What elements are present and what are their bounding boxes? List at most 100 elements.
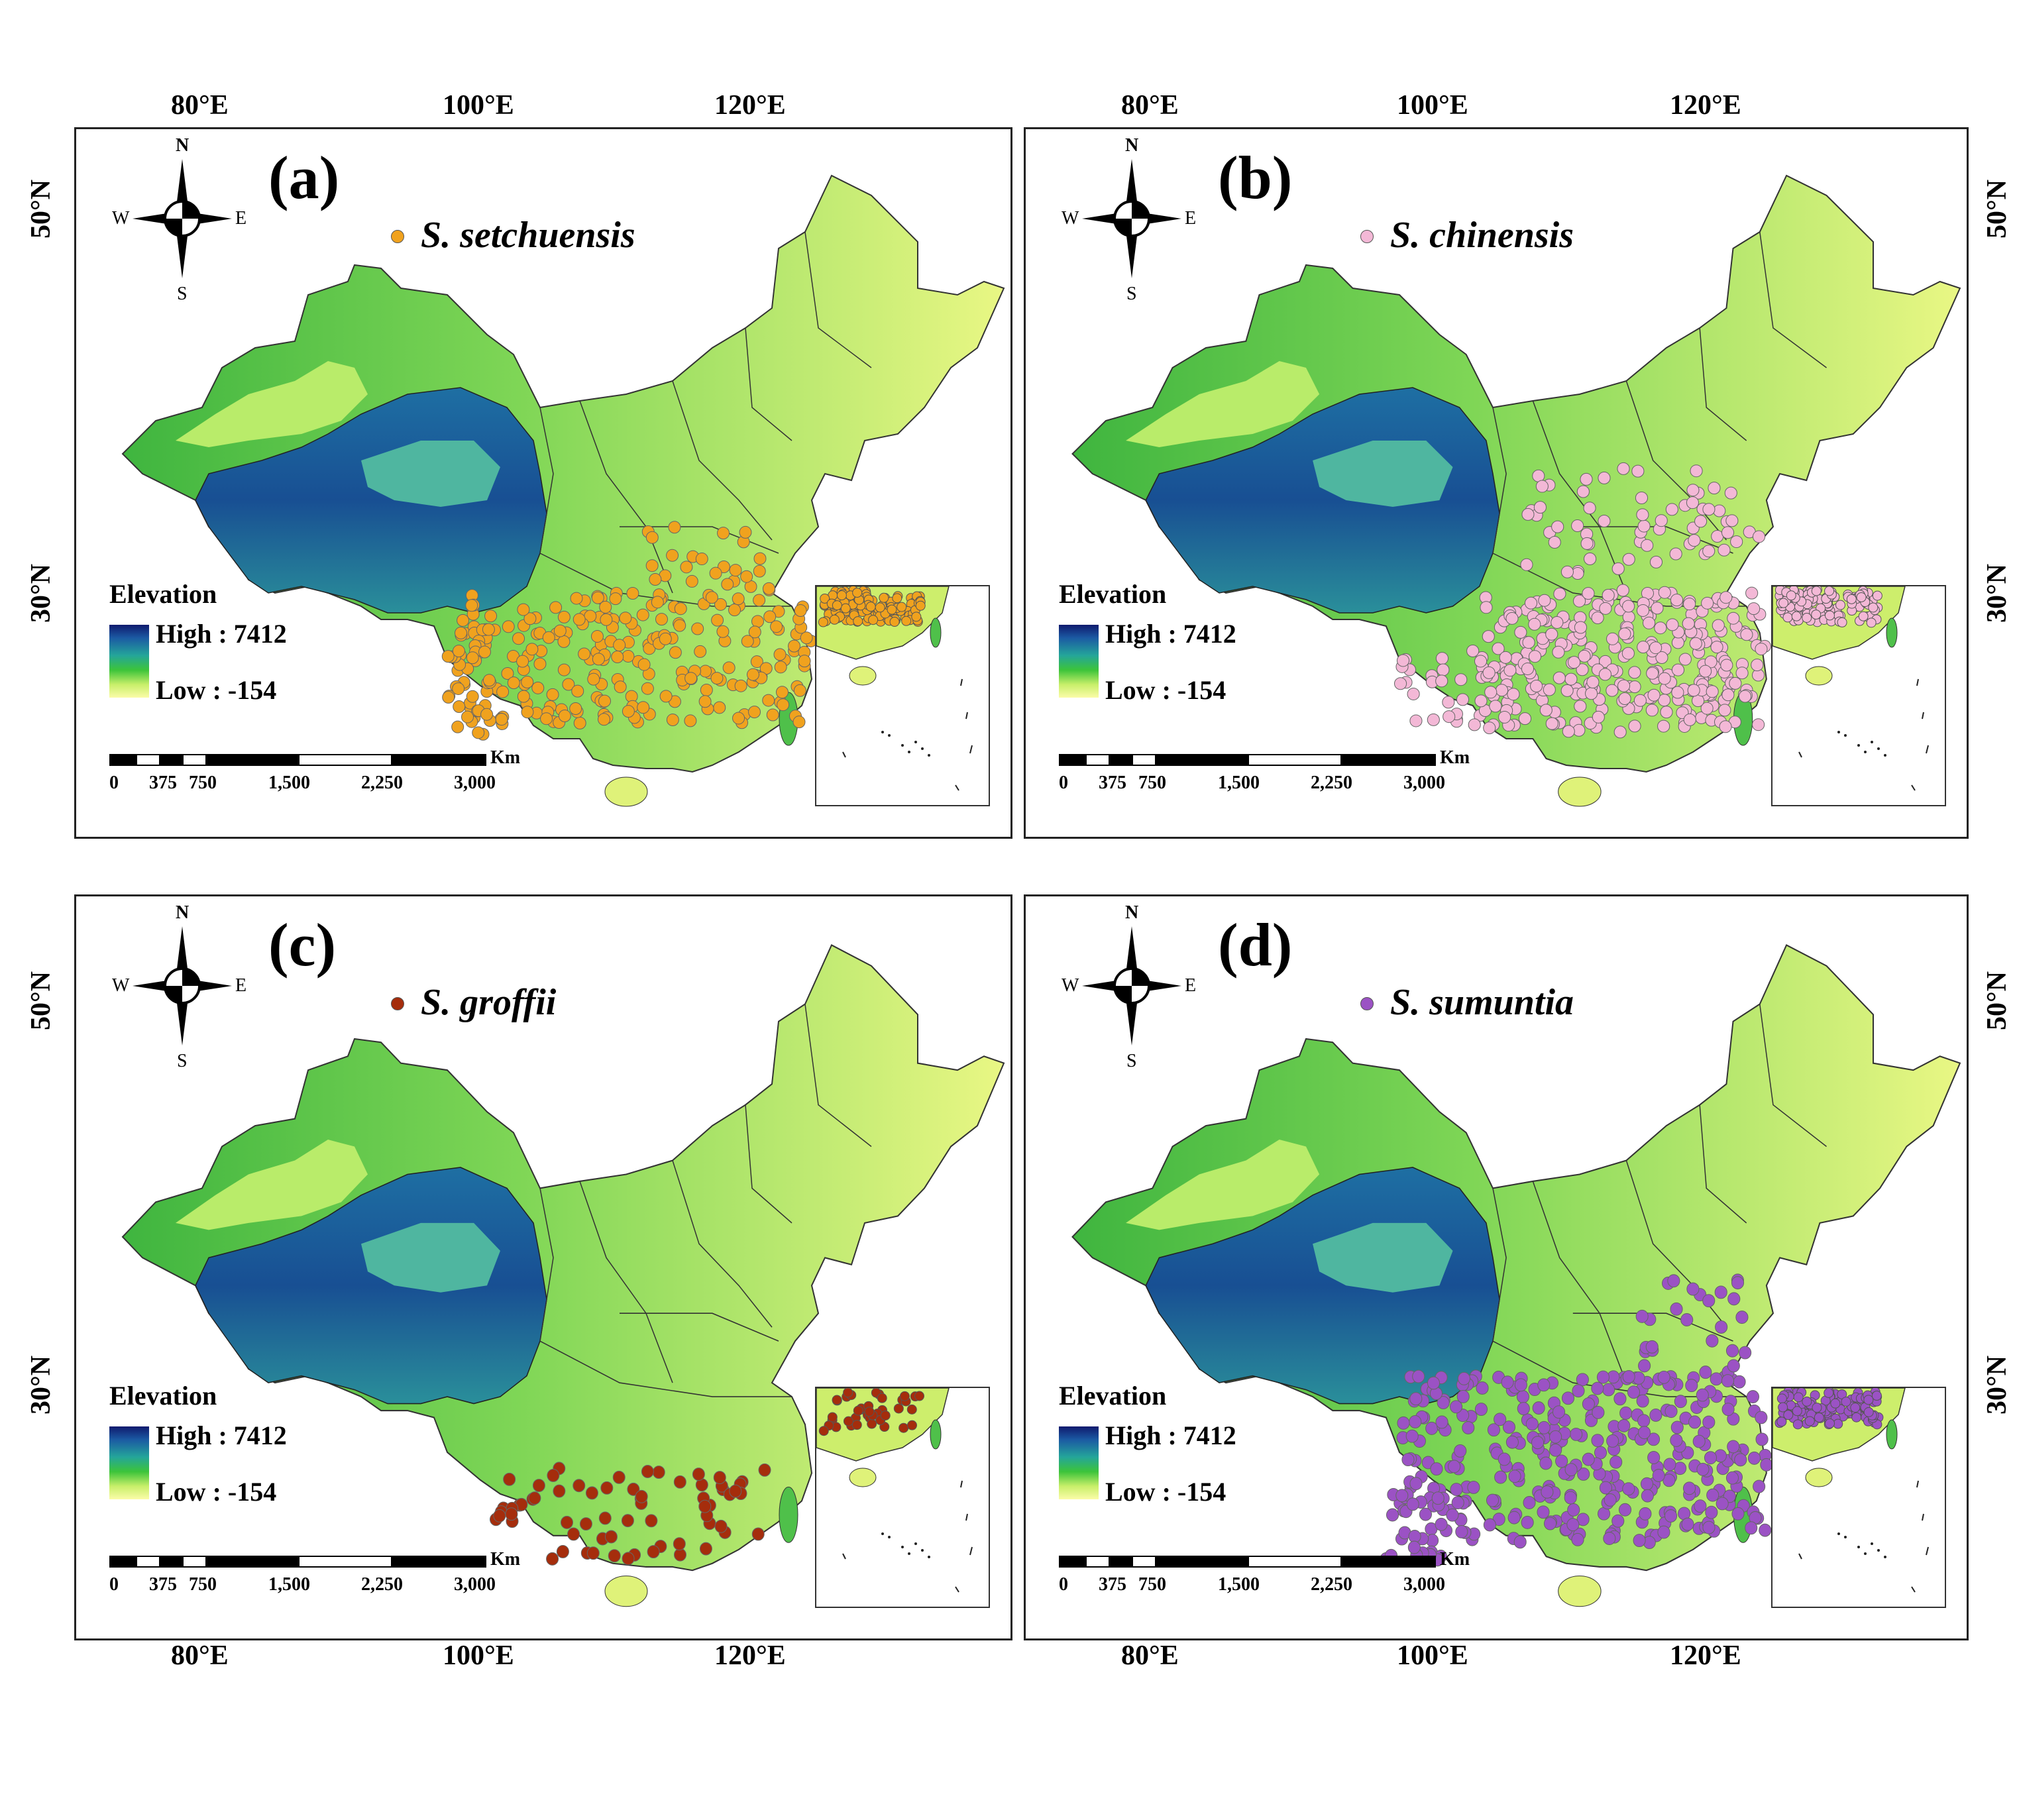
occurrence-point <box>457 614 470 627</box>
occurrence-point <box>1393 677 1407 690</box>
north-arrow-icon: N S W E <box>112 135 248 304</box>
top-lon-label-100: 100°E <box>443 90 514 121</box>
occurrence-point <box>1651 602 1664 615</box>
province-boundary-0 <box>539 1188 554 1342</box>
occurrence-point <box>1397 1416 1410 1430</box>
scale-tick-label: 3,000 <box>1403 1574 1445 1595</box>
occurrence-point <box>1664 1405 1678 1419</box>
scale-tick-label: 2,250 <box>361 773 403 793</box>
legend-low: Low : -154 <box>1105 1477 1227 1507</box>
elevation-map <box>121 174 1005 807</box>
legend-low: Low : -154 <box>156 675 277 705</box>
occurrence-point <box>1611 1514 1625 1528</box>
occurrence-point <box>1551 616 1564 629</box>
scale-segment <box>1085 754 1111 766</box>
occurrence-point <box>1501 1375 1514 1389</box>
occurrence-point <box>1533 501 1547 514</box>
compass-e: E <box>1185 208 1197 229</box>
occurrence-point <box>587 672 600 686</box>
occurrence-point <box>452 645 465 658</box>
compass-e: E <box>235 208 247 229</box>
occurrence-point <box>1457 1371 1471 1385</box>
occurrence-point <box>716 625 730 638</box>
occurrence-point <box>1596 1370 1609 1384</box>
occurrence-point <box>1474 694 1488 708</box>
occurrence-point <box>1435 1415 1448 1429</box>
compass-e: E <box>1185 975 1197 996</box>
occurrence-point <box>1494 1413 1507 1426</box>
occurrence-point <box>1598 471 1611 484</box>
occurrence-point <box>1696 1462 1710 1476</box>
occurrence-point <box>547 1468 560 1482</box>
occurrence-point <box>1637 519 1651 533</box>
occurrence-point <box>1649 641 1663 655</box>
scale-unit: Km <box>1440 1549 1470 1570</box>
occurrence-point <box>1483 722 1496 735</box>
occurrence-point <box>1733 1375 1746 1389</box>
scale-segment <box>298 754 394 766</box>
occurrence-point <box>699 665 712 678</box>
south-china-sea-inset <box>1771 585 1946 806</box>
occurrence-point <box>1409 714 1423 727</box>
occurrence-point <box>1560 565 1574 578</box>
occurrence-point <box>1564 1463 1578 1477</box>
occurrence-point <box>1541 1485 1554 1499</box>
occurrence-point <box>1686 496 1700 509</box>
occurrence-point <box>553 624 567 637</box>
occurrence-point <box>1466 644 1480 657</box>
province-boundary-4 <box>1759 231 1827 368</box>
occurrence-point <box>1658 672 1671 685</box>
occurrence-point <box>496 685 510 698</box>
compass-s: S <box>1126 284 1137 304</box>
occurrence-point <box>1718 704 1731 717</box>
south-china-sea-inset <box>1771 1387 1946 1608</box>
compass-rose-icon <box>133 159 232 278</box>
compass-rose-icon <box>1082 926 1181 1045</box>
occurrence-point <box>1528 650 1542 663</box>
scale-segment <box>1085 1556 1111 1568</box>
occurrence-point <box>1694 515 1708 528</box>
scale-unit: Km <box>490 1549 521 1570</box>
occurrence-point <box>1562 725 1575 738</box>
occurrence-point <box>652 1466 665 1479</box>
occurrence-point <box>1551 520 1564 533</box>
occurrence-point <box>1713 504 1726 517</box>
occurrence-point <box>503 1472 516 1486</box>
occurrence-point <box>532 1479 545 1493</box>
occurrence-point <box>579 1517 592 1530</box>
occurrence-point <box>1574 700 1587 713</box>
occurrence-point <box>1745 1521 1758 1535</box>
occurrence-point <box>1719 720 1732 733</box>
occurrence-point <box>591 591 604 604</box>
occurrence-point <box>556 1544 569 1558</box>
occurrence-point <box>1549 1430 1562 1444</box>
occurrence-point <box>1616 584 1629 597</box>
occurrence-point <box>1727 1359 1740 1373</box>
occurrence-point <box>571 684 584 698</box>
scale-segment <box>1340 1556 1436 1568</box>
occurrence-point <box>598 713 611 726</box>
elevation-map <box>121 943 1005 1607</box>
occurrence-point <box>773 648 787 661</box>
occurrence-point <box>453 700 466 714</box>
occurrence-point <box>590 629 604 643</box>
occurrence-point <box>455 626 468 639</box>
occurrence-point <box>1680 1313 1694 1326</box>
province-boundary-5 <box>1572 1312 1733 1342</box>
occurrence-point <box>1552 645 1565 659</box>
occurrence-point <box>1571 1532 1584 1546</box>
occurrence-point <box>1427 713 1440 726</box>
occurrence-point <box>668 521 681 534</box>
occurrence-point <box>1561 1391 1575 1405</box>
occurrence-point <box>1538 594 1551 607</box>
scale-tick-label: 2,250 <box>361 1574 403 1595</box>
occurrence-point <box>1539 1456 1553 1470</box>
occurrence-point <box>1645 1340 1659 1354</box>
occurrence-point <box>1521 662 1535 675</box>
panel-label: (c) <box>268 911 337 979</box>
occurrence-point <box>1699 665 1712 678</box>
occurrence-point <box>1427 1376 1441 1390</box>
occurrence-point <box>1578 649 1591 663</box>
occurrence-point <box>1730 535 1743 549</box>
occurrence-point <box>1454 1444 1467 1458</box>
